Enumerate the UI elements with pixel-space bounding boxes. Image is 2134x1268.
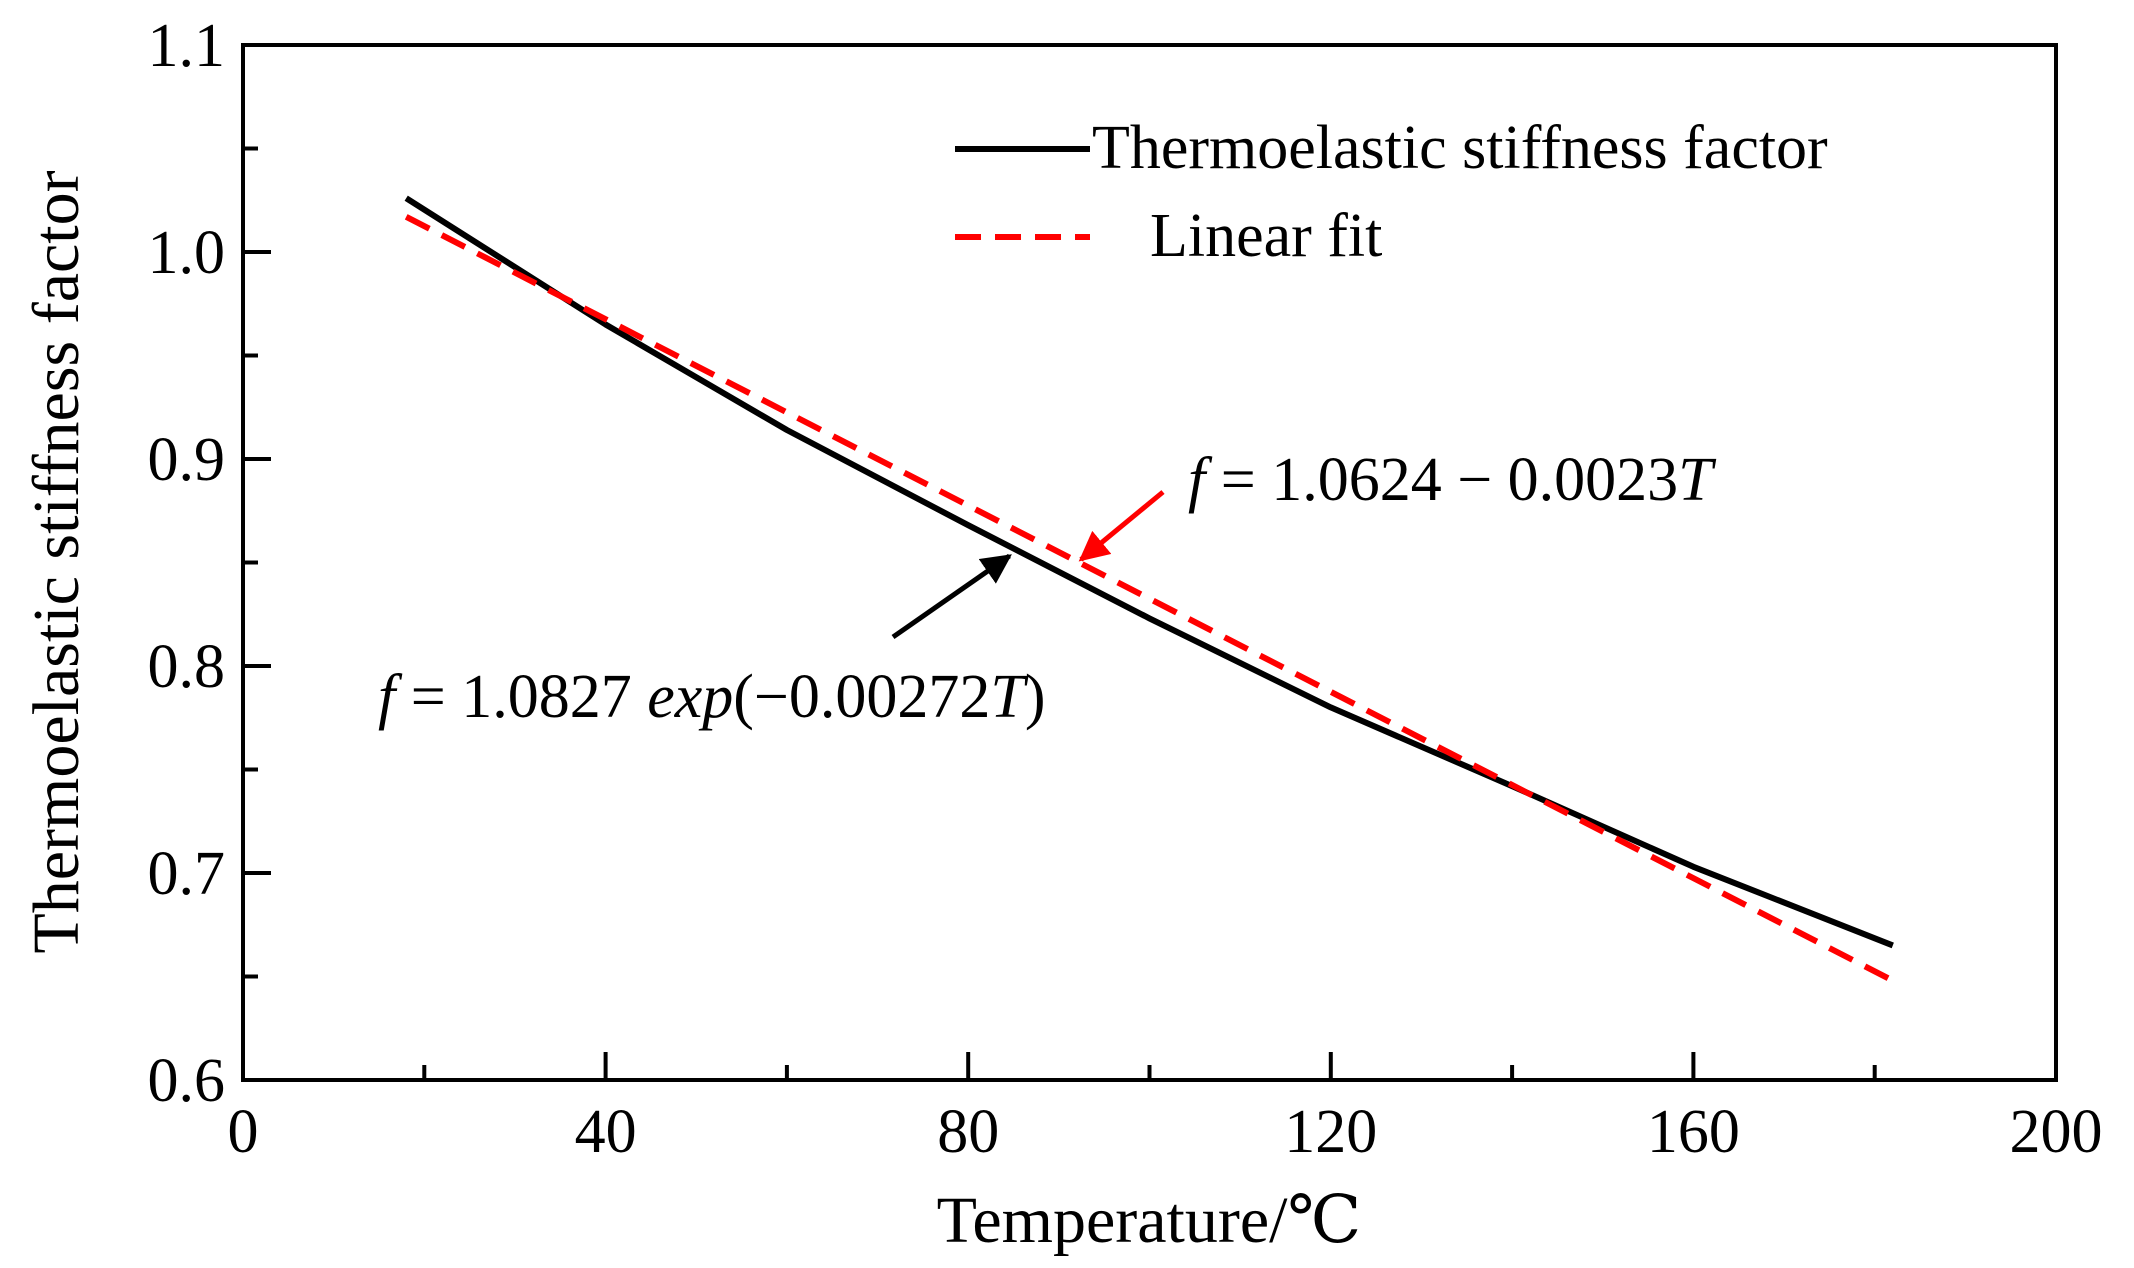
equation-part: (−0.00272: [733, 663, 990, 731]
equation-part: exp: [647, 663, 733, 731]
x-axis-title: Temperature/℃: [937, 1184, 1362, 1257]
y-axis-title: Thermoelastic stiffness factor: [20, 170, 93, 953]
y-tick-label: 0.9: [148, 426, 226, 494]
legend: Thermoelastic stiffness factor Linear fi…: [955, 114, 1828, 270]
x-tick-label: 200: [2010, 1098, 2103, 1166]
y-tick-label: 0.7: [148, 840, 226, 908]
annotation-exp-equation: f = 1.0827 exp(−0.00272T): [378, 663, 1046, 731]
x-tick-label: 0: [228, 1098, 259, 1166]
annotation-arrows: [891, 490, 1165, 640]
annotation-linear-fit-equation: f = 1.0624 − 0.0023T: [1188, 446, 1717, 514]
equation-part: T: [1678, 446, 1717, 514]
x-tick-label: 120: [1284, 1098, 1377, 1166]
y-tick-label: 1.1: [148, 12, 226, 80]
equation-part: = 1.0624 − 0.0023: [1205, 446, 1678, 514]
equation-part: T: [990, 663, 1029, 731]
y-tick-label: 0.8: [148, 633, 226, 701]
series-line-1: [404, 214, 1895, 984]
series: [404, 195, 1895, 984]
arrow-linear: [1078, 490, 1165, 562]
ticks: 0 40 80 120 160 200 0.6 0.7 0.8 0.9 1.0 1.1: [148, 12, 2103, 1166]
legend-label-linear-fit: Linear fit: [1150, 202, 1382, 270]
y-tick-label: 1.0: [148, 219, 226, 287]
arrow-exp: [891, 553, 1012, 640]
equation-part: ): [1025, 663, 1046, 731]
series-line-0: [404, 195, 1894, 949]
plot-frame: [241, 43, 2058, 1082]
legend-label-stiffness: Thermoelastic stiffness factor: [1092, 114, 1828, 182]
x-tick-label: 80: [937, 1098, 999, 1166]
equation-part: = 1.0827: [395, 663, 647, 731]
x-tick-label: 160: [1647, 1098, 1740, 1166]
x-tick-label: 40: [575, 1098, 637, 1166]
y-tick-label: 0.6: [148, 1047, 226, 1115]
